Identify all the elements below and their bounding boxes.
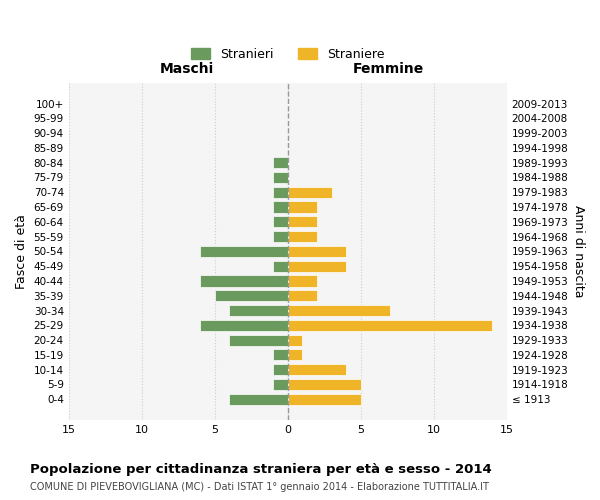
Bar	[273, 364, 287, 375]
Bar	[287, 186, 331, 198]
Text: COMUNE DI PIEVEBOVIGLIANA (MC) - Dati ISTAT 1° gennaio 2014 - Elaborazione TUTTI: COMUNE DI PIEVEBOVIGLIANA (MC) - Dati IS…	[30, 482, 489, 492]
Bar	[273, 172, 287, 183]
Bar	[287, 320, 492, 331]
Bar	[273, 350, 287, 360]
Bar	[273, 202, 287, 212]
Bar	[200, 276, 287, 286]
Bar	[273, 186, 287, 198]
Bar	[287, 202, 317, 212]
Bar	[229, 305, 287, 316]
Bar	[229, 334, 287, 345]
Bar	[273, 231, 287, 242]
Bar	[287, 260, 346, 272]
Bar	[273, 157, 287, 168]
Bar	[287, 305, 390, 316]
Bar	[200, 320, 287, 331]
Bar	[273, 260, 287, 272]
Bar	[287, 216, 317, 228]
Bar	[200, 246, 287, 257]
Bar	[215, 290, 287, 302]
Bar	[287, 394, 361, 405]
Y-axis label: Fasce di età: Fasce di età	[15, 214, 28, 289]
Legend: Stranieri, Straniere: Stranieri, Straniere	[185, 42, 391, 67]
Bar	[287, 350, 302, 360]
Bar	[287, 276, 317, 286]
Bar	[229, 394, 287, 405]
Bar	[287, 231, 317, 242]
Bar	[273, 379, 287, 390]
Bar	[287, 246, 346, 257]
Text: Femmine: Femmine	[353, 62, 424, 76]
Bar	[273, 216, 287, 228]
Bar	[287, 290, 317, 302]
Bar	[287, 334, 302, 345]
Text: Popolazione per cittadinanza straniera per età e sesso - 2014: Popolazione per cittadinanza straniera p…	[30, 462, 492, 475]
Bar	[287, 379, 361, 390]
Y-axis label: Anni di nascita: Anni di nascita	[572, 205, 585, 298]
Bar	[287, 364, 346, 375]
Text: Maschi: Maschi	[160, 62, 214, 76]
